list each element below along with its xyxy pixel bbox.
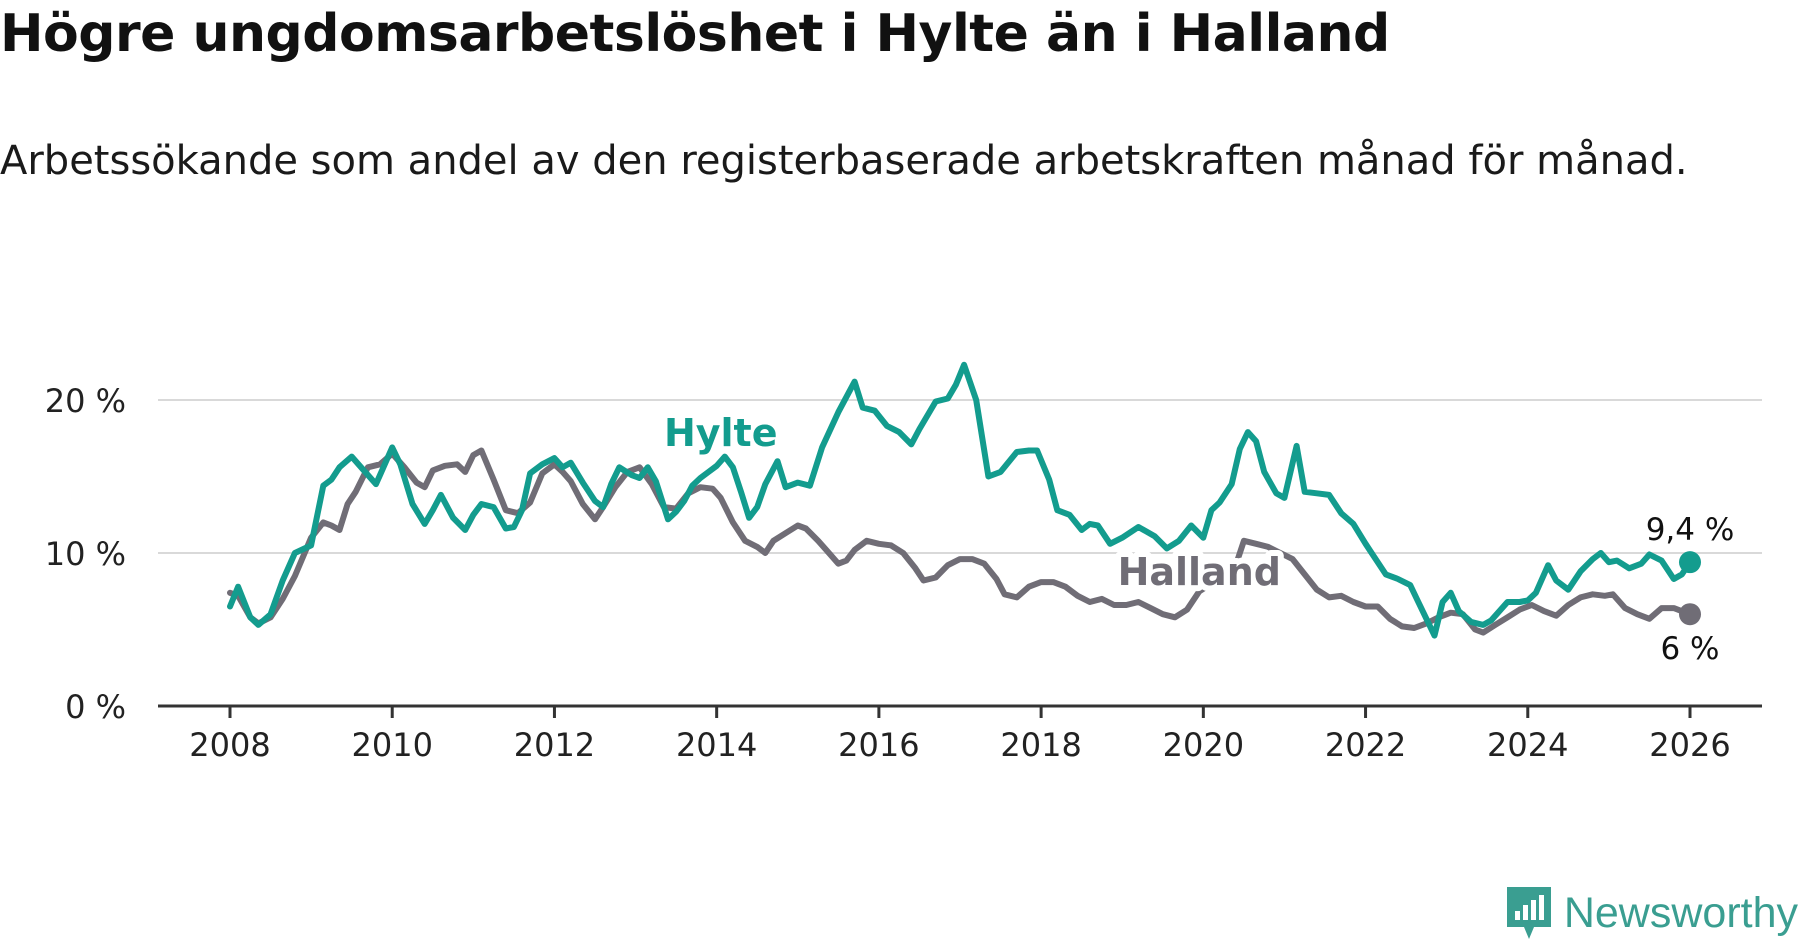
x-tick-label: 2016 — [838, 726, 919, 764]
x-tick-label: 2014 — [676, 726, 757, 764]
axes: 0 % 10 % 20 % 2008 2010 2012 2014 2016 2018 2020 2… — [45, 382, 1762, 764]
chart-title: Högre ungdomsarbetslöshet i Hylte än i H… — [0, 4, 1390, 64]
end-point-hylte — [1679, 551, 1701, 574]
y-tick-label: 0 % — [65, 688, 126, 726]
end-point-halland — [1679, 603, 1701, 626]
y-tick-label: 10 % — [45, 535, 126, 573]
y-tick-label: 20 % — [45, 382, 126, 420]
x-tick-label: 2008 — [189, 726, 270, 764]
x-tick-label: 2020 — [1163, 726, 1244, 764]
x-tick-label: 2018 — [1000, 726, 1081, 764]
x-tick-label: 2010 — [352, 726, 433, 764]
end-value-label-hylte: 9,4 % — [1646, 512, 1735, 548]
newsworthy-logo: Newsworthy — [1504, 884, 1798, 942]
series-labels: 9,4 % 6 % Hylte Halland — [658, 405, 1735, 667]
end-value-label-halland: 6 % — [1660, 631, 1719, 667]
x-tick-label: 2012 — [514, 726, 595, 764]
gridlines — [158, 399, 1762, 554]
x-tick-label: 2022 — [1325, 726, 1406, 764]
newsworthy-logo-icon — [1506, 887, 1551, 939]
series-lines — [227, 361, 1701, 639]
x-tick-label: 2024 — [1487, 726, 1568, 764]
series-line-halland — [227, 447, 1693, 636]
series-line-hylte — [227, 361, 1693, 639]
chart-subtitle: Arbetssökande som andel av den registerb… — [0, 138, 1688, 184]
newsworthy-logo-text: Newsworthy — [1563, 888, 1798, 937]
series-label-hylte: Hylte — [664, 411, 778, 455]
series-label-halland: Halland — [1118, 550, 1281, 594]
x-tick-label: 2026 — [1649, 726, 1730, 764]
